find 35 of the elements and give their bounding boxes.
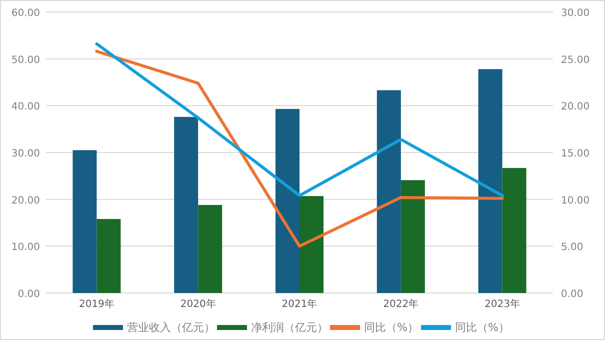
- bar: [400, 180, 425, 293]
- y2-tick-label: 15.00: [561, 148, 590, 160]
- legend-label: 营业收入（亿元）: [127, 321, 215, 334]
- bar: [502, 168, 526, 293]
- y2-tick-label: 30.00: [561, 8, 590, 19]
- bar: [478, 69, 502, 293]
- line-series: [95, 42, 504, 198]
- x-tick-label: 2022年: [383, 298, 419, 310]
- y-tick-label: 0.00: [18, 289, 40, 300]
- x-tick-label: 2023年: [484, 298, 520, 310]
- y2-tick-label: 5.00: [561, 242, 584, 254]
- bar: [276, 108, 300, 293]
- bar: [96, 219, 121, 293]
- bar: [376, 90, 401, 293]
- y2-tick-label: 0.00: [561, 289, 584, 300]
- x-tick-label: 2020年: [180, 298, 216, 310]
- legend-label: 净利润（亿元）: [251, 321, 328, 334]
- y-tick-label: 20.00: [11, 195, 40, 206]
- legend-label: 同比（%）: [364, 321, 418, 334]
- y2-tick-label: 10.00: [561, 195, 590, 206]
- bar: [300, 196, 324, 293]
- bar: [174, 116, 198, 293]
- y-tick-label: 10.00: [11, 242, 40, 254]
- x-tick-label: 2021年: [282, 298, 318, 310]
- y-tick-label: 30.00: [11, 148, 40, 160]
- y-tick-label: 40.00: [11, 102, 40, 113]
- x-tick-label: 2019年: [78, 298, 114, 310]
- y-tick-label: 60.00: [11, 8, 40, 19]
- y-tick-label: 50.00: [11, 54, 40, 66]
- bar: [198, 204, 222, 293]
- y2-tick-label: 20.00: [561, 102, 590, 113]
- y2-tick-label: 25.00: [561, 54, 590, 66]
- legend-label: 同比（%）: [455, 321, 510, 334]
- line-series: [95, 50, 504, 248]
- bar: [72, 150, 97, 293]
